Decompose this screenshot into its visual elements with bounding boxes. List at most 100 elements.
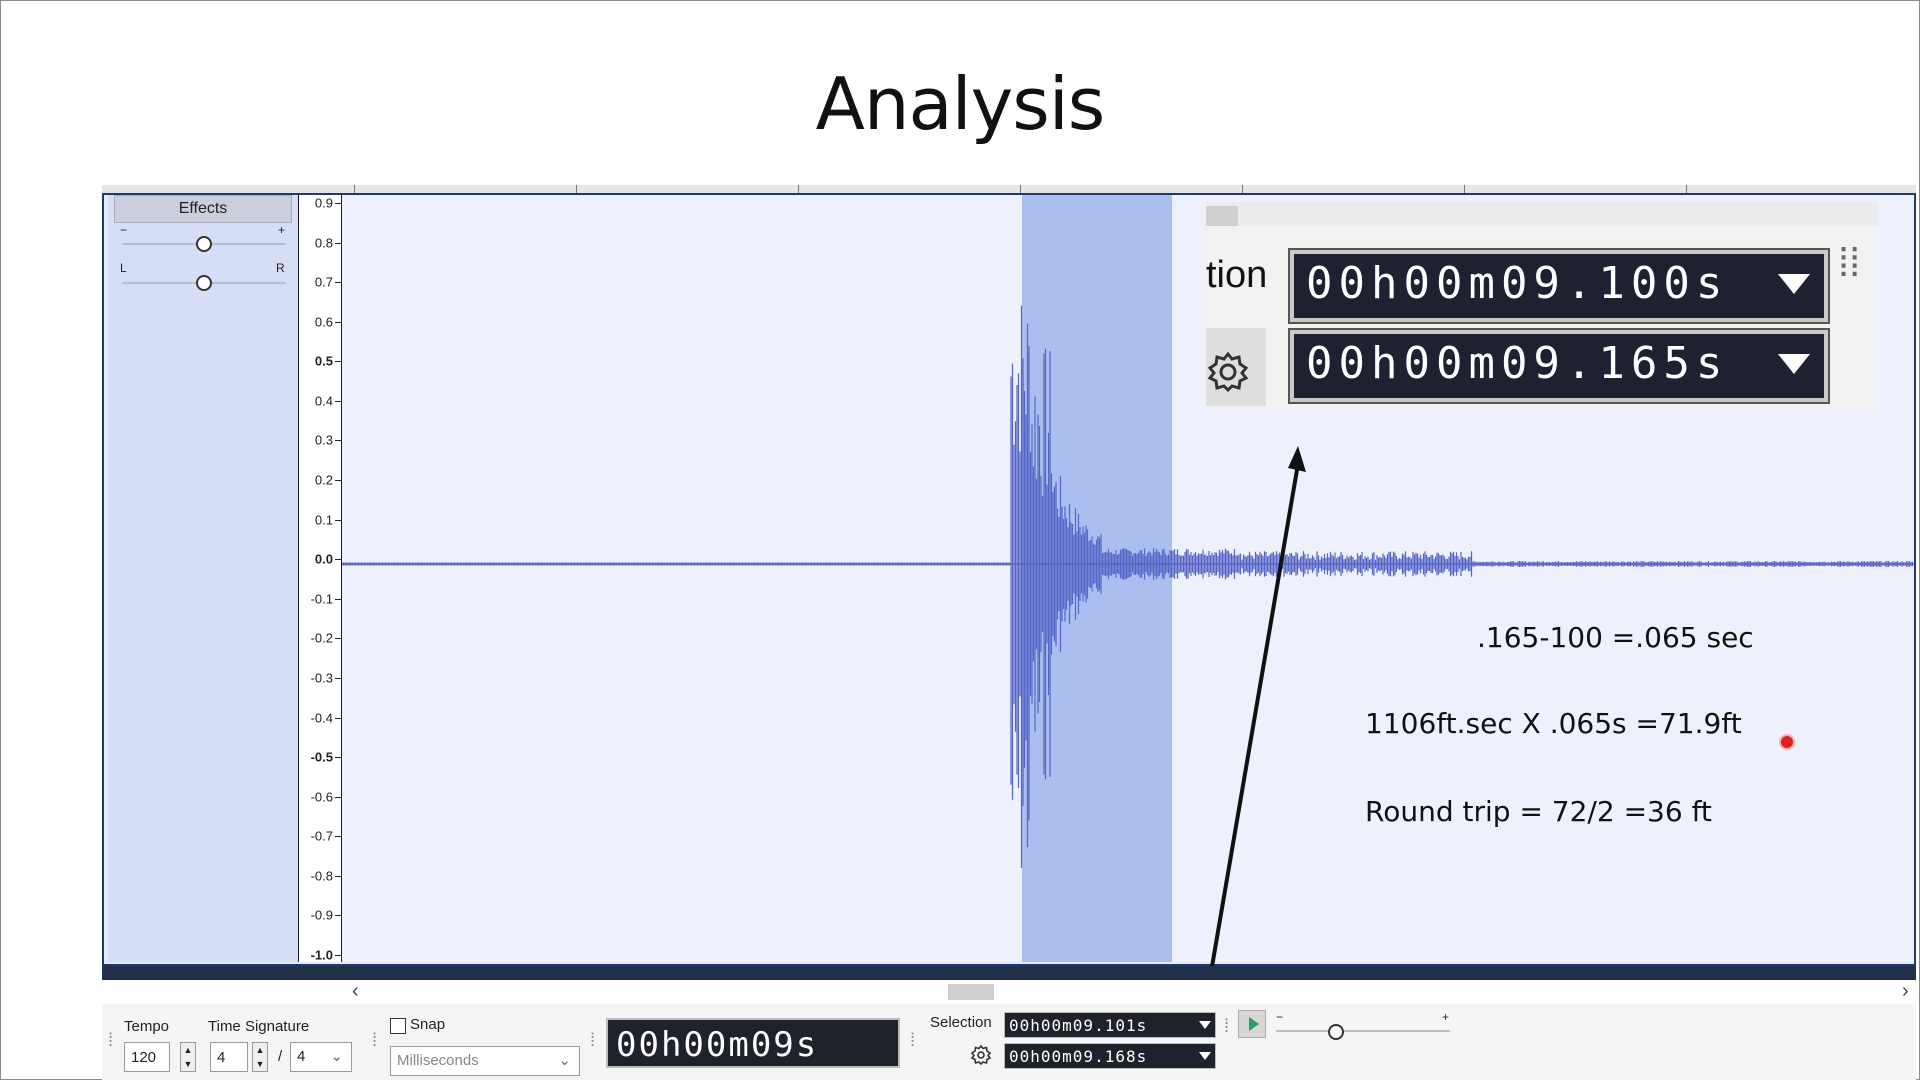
ruler-tick [798,185,799,193]
selection-start-time[interactable]: 00h00m09.101s [1004,1012,1216,1038]
axis-tick-label: 0.0 [314,551,333,567]
selection-label: Selection [930,1014,992,1031]
play-speed-knob[interactable] [1328,1024,1344,1040]
axis-tick-label: -1.0 [310,947,333,963]
time-sig-separator: / [278,1048,283,1065]
axis-tick-label: 0.3 [314,432,333,448]
ruler-tick [1686,185,1687,193]
toolbar-grip-icon[interactable]: ⁞ [590,1030,596,1050]
time-sig-numerator-input[interactable]: 4 [210,1042,248,1072]
ruler-tick [576,185,577,193]
pan-slider-knob[interactable] [196,275,212,291]
chevron-down-icon[interactable] [1199,1052,1211,1060]
axis-tick [335,282,341,284]
time-sig-denominator-select[interactable]: 4 ⌄ [290,1042,352,1072]
snap-unit-value: Milliseconds [397,1052,479,1069]
axis-tick [335,955,341,956]
ruler-tick [1020,185,1021,193]
axis-tick-label: -0.4 [310,710,333,726]
inset-handle [1206,206,1238,226]
scroll-left-icon[interactable]: ‹ [352,980,359,1002]
toolbar-grip-icon[interactable]: ⁞ [1224,1016,1230,1036]
scroll-right-icon[interactable]: › [1902,980,1909,1002]
time-sig-stepper[interactable]: ▲ ▼ [252,1042,268,1072]
amplitude-axis: 0.9 0.8 0.7 0.6 0.5 0.4 0.3 0.2 0.1 0.0 -0.1 -0.2 -0… [299,195,342,963]
gain-slider-knob[interactable] [196,236,212,252]
track-control-panel: Effects − + L R [108,195,299,962]
gain-minus-mark: − [120,223,128,237]
axis-tick-label: -0.2 [310,630,333,646]
drag-grip-icon[interactable]: ⁞⁞ [1838,241,1861,285]
axis-tick [335,915,341,917]
scrollbar-thumb[interactable] [948,984,994,1000]
waveform [342,305,1914,868]
axis-tick-label: -0.8 [310,868,333,884]
toolbar-grip-icon[interactable]: ⁞ [910,1030,916,1050]
axis-tick [335,677,341,679]
axis-tick [335,836,341,838]
axis-tick-label: 0.8 [314,235,333,251]
inset-start-time[interactable]: 00h00m09.100s [1288,248,1830,324]
selection-end-time[interactable]: 00h00m09.168s [1004,1043,1216,1069]
gain-plus-mark: + [278,223,286,237]
tempo-label: Tempo [124,1018,170,1035]
snap-unit-select[interactable]: Milliseconds ⌄ [390,1046,580,1076]
axis-tick-label: -0.1 [310,591,333,607]
chevron-down-icon[interactable] [1199,1021,1211,1029]
toolbar-grip-icon[interactable]: ⁞ [372,1030,378,1050]
gear-icon[interactable] [1206,328,1266,406]
axis-tick-label: 0.6 [314,314,333,330]
axis-tick [335,480,341,482]
effects-button[interactable]: Effects [114,195,292,223]
pan-right-mark: R [276,261,285,275]
chevron-down-icon[interactable] [1778,274,1810,294]
slide-title: Analysis [815,62,1106,146]
time-sig-denominator-value: 4 [297,1048,306,1065]
annotation-line-2: 1106ft.sec X .065s =71.9ft [1365,707,1742,740]
speed-plus-mark: + [1442,1010,1450,1024]
play-speed-track [1276,1030,1450,1032]
play-at-speed-button[interactable] [1238,1010,1266,1038]
axis-tick-label: 0.9 [314,195,333,211]
inset-gear-box [1206,328,1266,406]
horizontal-scrollbar[interactable]: ‹ › [102,980,1916,1005]
selection-end-text: 00h00m09.168s [1009,1047,1148,1066]
axis-tick [335,203,341,204]
timeline-ruler[interactable] [102,185,1916,193]
inset-end-time-text: 00h00m09.165s [1306,338,1729,389]
axis-tick [335,321,341,323]
selection-time-inset: tion 00h00m09.100s 00h00m09.165s ⁞⁞ [1206,202,1878,408]
snap-checkbox[interactable] [390,1018,406,1034]
ruler-tick [1242,185,1243,193]
ruler-tick [1464,185,1465,193]
axis-tick [335,875,341,877]
chevron-down-icon[interactable] [1778,354,1810,374]
axis-tick-label: 0.7 [314,274,333,290]
axis-tick [335,757,341,759]
inset-label: tion [1206,254,1268,296]
axis-tick-label: 0.2 [314,472,333,488]
axis-tick-label: -0.9 [310,907,333,923]
axis-tick [335,361,341,363]
inset-topbar [1206,202,1878,226]
audio-position-display[interactable]: 00h00m09s [606,1018,900,1068]
pointer-dot [1779,734,1795,750]
waveform-svg [342,195,1914,962]
annotation-arrow [1206,446,1306,991]
toolbar-grip-icon[interactable]: ⁞ [108,1030,114,1050]
axis-tick [335,598,341,600]
annotation-line-1: .165-100 =.065 sec [1477,621,1754,654]
inset-end-time[interactable]: 00h00m09.165s [1288,328,1830,404]
axis-tick [335,559,341,561]
axis-tick [335,717,341,719]
gear-icon[interactable] [970,1044,992,1066]
pan-left-mark: L [120,261,127,275]
axis-tick [335,400,341,402]
inset-start-time-text: 00h00m09.100s [1306,258,1729,309]
tempo-stepper[interactable]: ▲ ▼ [180,1042,196,1072]
ruler-tick [354,185,355,193]
tempo-input[interactable]: 120 [124,1042,170,1072]
axis-tick [335,638,341,640]
waveform-path [342,305,1914,868]
axis-tick-label: 0.4 [314,393,333,409]
